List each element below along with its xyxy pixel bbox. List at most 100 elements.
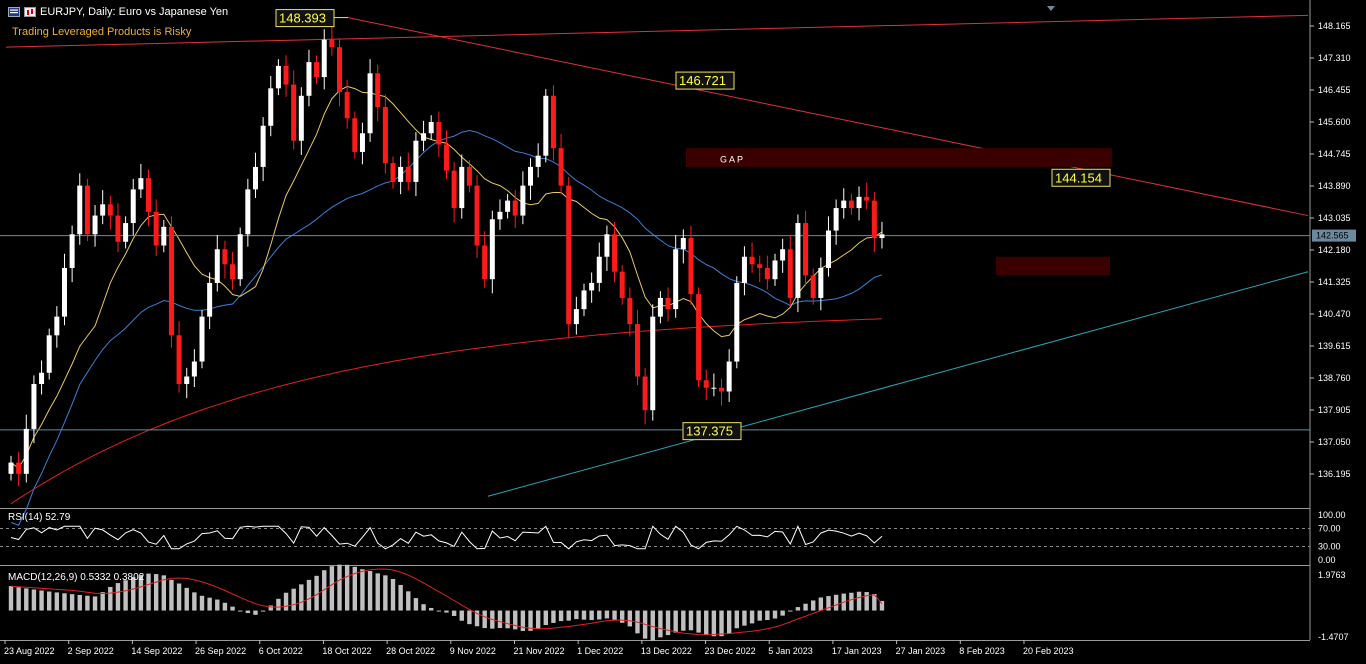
macd-histogram-bar [726,610,732,634]
macd-histogram-bar [719,610,724,637]
macd-histogram-bar [108,586,113,611]
candle-body [222,249,228,265]
candle-body [306,62,312,96]
macd-histogram-bar [375,573,380,611]
macd-histogram-bar [566,610,571,621]
candle-body [673,249,679,310]
date-tick-label: 13 Dec 2022 [641,646,692,656]
candle-body [260,125,266,167]
macd-histogram-bar [665,610,671,636]
date-tick-label: 20 Feb 2023 [1023,646,1074,656]
candle-body [528,166,534,186]
candle-body [199,316,205,362]
macd-histogram-bar [85,595,90,611]
macd-histogram-bar [749,610,755,624]
macd-histogram-bar [138,575,144,611]
symbol-title: EURJPY, Daily: Euro vs Japanese Yen [40,6,229,18]
candle-body [352,118,358,152]
date-tick-label: 2 Sep 2022 [68,646,114,656]
candle-body [505,200,511,212]
date-tick-label: 1 Dec 2022 [577,646,623,656]
macd-histogram-bar [260,610,266,612]
price-tick-label: 146.455 [1318,85,1351,95]
upper-channel-line [5,14,1309,48]
macd-label: MACD(12,26,9) 0.5332 0.3802 [8,572,145,583]
macd-histogram-bar [360,569,365,611]
macd-histogram-bar [788,610,793,612]
candle-body [291,84,297,141]
high-label-3: 144.154 [1055,170,1102,185]
macd-histogram-bar [780,610,785,616]
candle-body [31,383,37,429]
price-tick-label: 137.905 [1318,405,1351,415]
macd-histogram-bar [681,610,686,631]
date-tick-label: 28 Oct 2022 [386,646,435,656]
candle-body [566,185,572,325]
candle-body [703,380,709,388]
macd-histogram-bar [543,610,548,626]
date-tick-label: 26 Sep 2022 [195,646,246,656]
candle-body [443,144,449,171]
candle-body [719,387,725,392]
macd-histogram-bar [864,592,869,611]
price-tick-label: 144.745 [1318,149,1351,159]
macd-histogram-bar [100,592,105,611]
candle-body [375,73,381,108]
candle-body [16,462,22,474]
macd-histogram-bar [291,588,296,611]
macd-histogram-bar [803,603,808,611]
candle-body [688,238,694,295]
price-tick-label: 139.615 [1318,341,1351,351]
date-tick-label: 17 Jan 2023 [832,646,882,656]
macd-histogram-bar [169,579,174,611]
candle-body [680,238,686,250]
candle-body [596,256,602,283]
candle-body [841,200,847,209]
chart-header: EURJPY, Daily: Euro vs Japanese Yen [8,6,228,18]
price-tick-label: 136.195 [1318,469,1351,479]
gap-zone-lower [996,256,1110,276]
price-tick-label: 145.600 [1318,117,1351,127]
high-label-1: 148.393 [279,11,326,26]
candle-body [696,294,702,381]
macd-histogram-bar [329,566,335,611]
macd-histogram-bar [704,610,709,635]
macd-histogram-bar [765,610,770,621]
candle-body [77,185,83,235]
macd-histogram-bar [482,610,487,629]
candle-body [268,88,274,126]
macd-histogram-bar [283,592,289,611]
price-tick-label: 147.310 [1318,53,1351,63]
macd-histogram-bar [47,591,52,611]
candle-body [612,234,618,272]
candle-body [764,267,770,280]
date-tick-label: 18 Oct 2022 [322,646,371,656]
candle-body [428,122,434,134]
date-tick-label: 21 Nov 2022 [513,646,564,656]
macd-histogram-bar [54,592,60,611]
macd-histogram-bar [383,575,388,611]
macd-histogram-bar [505,610,510,629]
candle-body [451,170,457,209]
candle-body [558,148,564,186]
macd-histogram-bar [879,600,885,611]
candle-body [825,230,831,268]
candle-body [382,107,388,164]
rsi-tick-label: 30.00 [1318,542,1341,552]
macd-histogram-bar [24,588,29,611]
candle-body [512,200,518,216]
candle-body [8,462,14,474]
candle-body [879,234,885,239]
candle-body [856,196,862,209]
candle-body [39,372,45,384]
candle-body [833,208,839,231]
macd-histogram-bar [184,587,189,611]
price-tick-label: 140.470 [1318,309,1351,319]
macd-histogram-bar [520,610,526,631]
candle-body [314,62,320,78]
low-label-1: 137.375 [686,424,733,439]
macd-histogram-bar [31,589,37,611]
macd-histogram-bar [474,610,480,627]
price-tick-label: 143.035 [1318,213,1351,223]
